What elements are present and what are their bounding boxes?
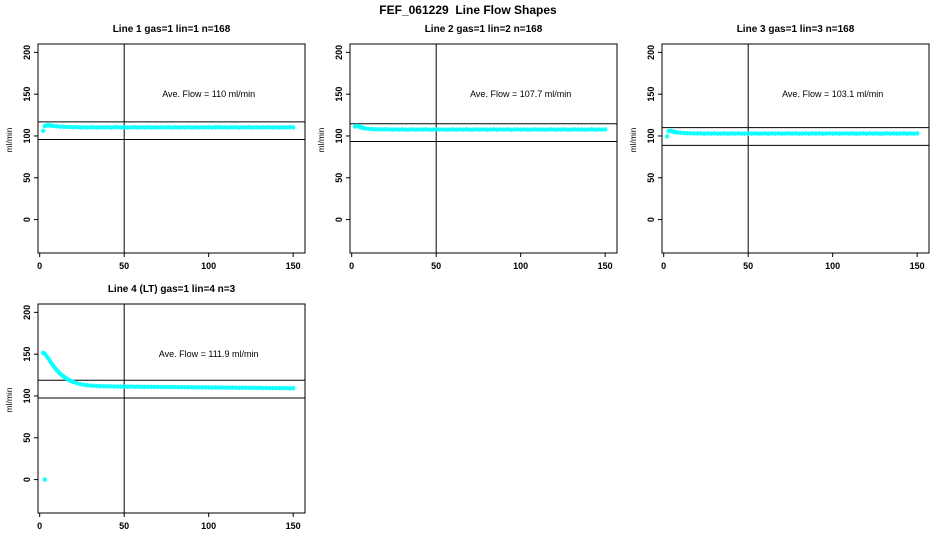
y-tick-label: 150	[646, 87, 656, 102]
y-tick-label: 100	[646, 128, 656, 143]
chart-canvas: Line 3 gas=1 lin=3 n=168 0 50 100 150 0 50 100 1…	[628, 24, 930, 271]
y-tick-label: 150	[22, 347, 32, 362]
x-tick-label: 150	[286, 521, 301, 531]
y-axis-title: ml/min	[4, 387, 14, 412]
subplot-line-4: Line 4 (LT) gas=1 lin=4 n=3 0 50 100 150 0 50 1…	[0, 278, 312, 540]
x-axis: 0 50 100 150	[37, 513, 301, 531]
y-axis-title: ml/min	[628, 127, 638, 152]
ave-flow-annotation: Ave. Flow = 103.1 ml/min	[782, 89, 883, 99]
subplot-title: Line 4 (LT) gas=1 lin=4 n=3	[108, 284, 236, 295]
data-point	[290, 385, 296, 391]
x-tick-label: 100	[201, 521, 216, 531]
y-tick-label: 50	[22, 173, 32, 183]
subplot-title: Line 3 gas=1 lin=3 n=168	[737, 24, 855, 35]
x-tick-label: 0	[37, 521, 42, 531]
x-tick-label: 0	[349, 261, 354, 271]
plot-box	[37, 303, 306, 514]
chart-canvas: Line 4 (LT) gas=1 lin=4 n=3 0 50 100 150 0 50 1…	[4, 284, 306, 531]
subplot-title: Line 1 gas=1 lin=1 n=168	[113, 24, 231, 35]
y-tick-label: 200	[22, 305, 32, 320]
y-axis: 0 50 100 150 200	[22, 305, 38, 482]
y-tick-label: 200	[22, 45, 32, 60]
x-tick-label: 0	[37, 261, 42, 271]
chart-canvas: Line 1 gas=1 lin=1 n=168 0 50 100 150 0 50 100 1…	[4, 24, 306, 271]
ave-flow-annotation: Ave. Flow = 111.9 ml/min	[159, 349, 259, 359]
x-tick-label: 100	[825, 261, 840, 271]
x-tick-label: 100	[201, 261, 216, 271]
x-tick-label: 50	[743, 261, 753, 271]
data-points	[40, 122, 296, 133]
y-tick-label: 100	[22, 128, 32, 143]
x-tick-label: 50	[119, 521, 129, 531]
y-tick-label: 0	[334, 217, 344, 222]
data-point	[602, 127, 608, 132]
data-point	[40, 128, 46, 133]
x-tick-label: 150	[598, 261, 613, 271]
x-tick-label: 0	[661, 261, 666, 271]
plot-box	[37, 43, 306, 254]
figure-title: FEF_061229 Line Flow Shapes	[379, 3, 557, 17]
y-tick-label: 150	[334, 87, 344, 102]
plot-box	[349, 43, 618, 254]
y-tick-label: 200	[646, 45, 656, 60]
subplot-line-1: Line 1 gas=1 lin=1 n=168 0 50 100 150 0 50 100 1…	[0, 18, 312, 280]
y-tick-label: 0	[646, 217, 656, 222]
data-point	[290, 125, 296, 130]
subplot-line-2: Line 2 gas=1 lin=2 n=168 0 50 100 150 0 50 100 1…	[312, 18, 624, 280]
y-axis: 0 50 100 150 200	[334, 45, 350, 222]
chart-canvas: Line 2 gas=1 lin=2 n=168 0 50 100 150 0 50 100 1…	[316, 24, 618, 271]
y-tick-label: 100	[334, 128, 344, 143]
plot-box	[661, 43, 930, 254]
data-points	[40, 350, 296, 482]
y-tick-label: 50	[22, 433, 32, 443]
x-axis: 0 50 100 150	[37, 253, 301, 271]
x-axis: 0 50 100 150	[661, 253, 925, 271]
ave-flow-annotation: Ave. Flow = 110 ml/min	[162, 89, 255, 99]
y-tick-label: 0	[22, 217, 32, 222]
x-tick-label: 150	[286, 261, 301, 271]
y-tick-label: 50	[334, 173, 344, 183]
y-axis: 0 50 100 150 200	[646, 45, 662, 222]
x-tick-label: 50	[431, 261, 441, 271]
subplot-line-3: Line 3 gas=1 lin=3 n=168 0 50 100 150 0 50 100 1…	[624, 18, 936, 280]
data-point	[664, 134, 670, 139]
subplot-title: Line 2 gas=1 lin=2 n=168	[425, 24, 543, 35]
y-tick-label: 200	[334, 45, 344, 60]
x-tick-label: 100	[513, 261, 528, 271]
data-points	[664, 128, 920, 139]
y-axis-title: ml/min	[4, 127, 14, 152]
y-tick-label: 150	[22, 87, 32, 102]
y-axis-title: ml/min	[316, 127, 326, 152]
y-tick-label: 50	[646, 173, 656, 183]
ave-flow-annotation: Ave. Flow = 107.7 ml/min	[470, 89, 571, 99]
x-axis: 0 50 100 150	[349, 253, 613, 271]
data-point	[914, 131, 920, 136]
data-points	[352, 123, 608, 132]
x-tick-label: 150	[910, 261, 925, 271]
y-tick-label: 100	[22, 388, 32, 403]
data-point	[42, 477, 47, 482]
y-tick-label: 0	[22, 477, 32, 482]
x-tick-label: 50	[119, 261, 129, 271]
y-axis: 0 50 100 150 200	[22, 45, 38, 222]
